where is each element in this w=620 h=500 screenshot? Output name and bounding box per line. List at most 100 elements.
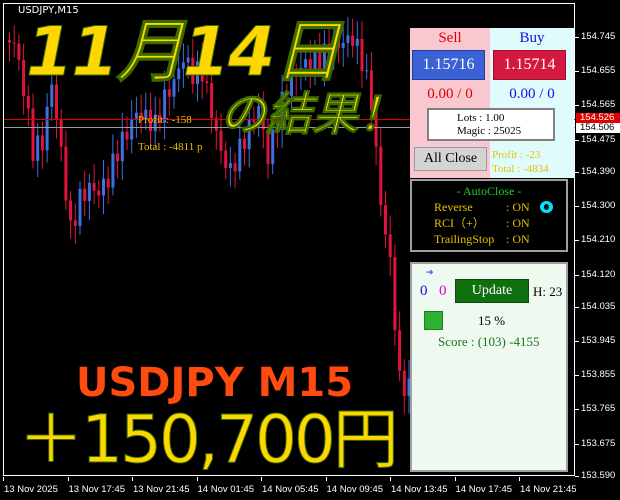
profit-title: ＋150,700円 (18, 401, 400, 478)
bid-line (4, 127, 575, 128)
candle-body (97, 190, 101, 196)
time-tick-label: 14 Nov 21:45 (520, 484, 577, 495)
price-tick (575, 105, 579, 107)
price-tick (575, 475, 579, 477)
price-tick-label: 154.745 (581, 31, 616, 42)
time-tick-label: 14 Nov 05:45 (262, 484, 319, 495)
candle-body (379, 146, 383, 206)
price-tick-label: 154.565 (581, 99, 616, 111)
all-close-button[interactable]: All Close (414, 147, 487, 171)
score-label: Score : (103) -4155 (438, 334, 540, 349)
date-title: 11月14日 (25, 13, 341, 92)
autoclose-row-label: TrailingStop (434, 232, 495, 246)
price-tick (575, 240, 579, 242)
buy-label: Buy (519, 30, 545, 46)
candle-body (167, 89, 171, 97)
price-tick-label: 154.120 (581, 268, 616, 280)
candle-body (341, 42, 345, 48)
candle-body (407, 378, 411, 397)
candle-body (294, 72, 298, 77)
time-tick (261, 477, 262, 481)
candle-body (224, 150, 228, 168)
candle-body (374, 110, 378, 147)
status-square[interactable] (424, 311, 443, 330)
price-tick (575, 171, 579, 173)
candle-body (351, 35, 355, 46)
candle-body (55, 84, 58, 120)
candle-body (125, 131, 129, 140)
candle-body (120, 131, 124, 162)
candle-body (116, 153, 120, 162)
candle-body (153, 114, 157, 132)
candle-body (308, 59, 312, 70)
candle-body (337, 40, 340, 48)
time-tick-label: 14 Nov 13:45 (391, 484, 448, 495)
candle-body (261, 106, 265, 130)
total-label-right: Total : -4834 (492, 163, 549, 175)
price-tick (575, 71, 579, 73)
price-tick (575, 443, 579, 445)
candle-body (22, 59, 26, 97)
percent-label: 15 % (478, 313, 506, 328)
result-title: の結果！ (220, 87, 405, 141)
sell-button[interactable]: 1.15716 (412, 50, 485, 80)
candle-body (257, 106, 261, 123)
candle-body (73, 220, 77, 226)
autoclose-status-icon[interactable] (540, 201, 553, 213)
time-tick-label: 13 Nov 17:45 (68, 484, 126, 495)
candle-body (36, 135, 40, 161)
price-tick-label: 154.300 (581, 200, 616, 212)
price-tick-label: 154.475 (581, 133, 616, 145)
candle-body (290, 72, 293, 96)
autoclose-panel: - AutoClose - Reverse : ON RCI（+） : ON Tra… (410, 179, 568, 252)
ask-line (4, 119, 575, 120)
price-tick-label: 154.655 (581, 65, 616, 77)
sell-label: Sell (438, 30, 462, 46)
update-button[interactable]: Update (455, 279, 529, 303)
price-tick (575, 341, 579, 342)
price-tick-label: 154.210 (581, 234, 616, 246)
profit-label: Profit : -158 (138, 114, 192, 126)
buy-pl: 0.00 / 0 (509, 86, 555, 102)
price-tick (575, 274, 579, 276)
candle-body (243, 138, 246, 150)
candle-body (271, 129, 275, 165)
time-tick (196, 477, 198, 481)
buy-button[interactable]: 1.15714 (493, 50, 566, 80)
candle-body (149, 109, 152, 132)
count-blue: 0 (420, 283, 428, 299)
price-tick-label: 153.675 (581, 437, 616, 449)
candle-body (299, 67, 303, 77)
candle-body (87, 182, 91, 202)
candle-body (200, 61, 204, 82)
trade-panel: Sell Buy 1.15716 1.15714 0.00 / 0 0.00 /… (410, 28, 574, 178)
candle-body (398, 330, 402, 371)
price-tick (575, 409, 579, 411)
candle-body (40, 135, 44, 151)
candle-body (355, 38, 359, 46)
candle-body (158, 114, 162, 123)
time-tick (3, 477, 4, 481)
time-tick (67, 477, 69, 481)
candle-body (402, 370, 406, 397)
candle-body (238, 138, 242, 172)
autoclose-row-value: : ON (506, 232, 530, 246)
bid-price-tag: 154.506 (576, 123, 620, 133)
candle-body (163, 89, 167, 123)
arrow-right-icon: ➔ (426, 268, 434, 278)
candle-body (332, 40, 336, 61)
time-tick-label: 14 Nov 01:45 (197, 484, 255, 495)
candle-body (191, 57, 195, 85)
time-tick (390, 477, 391, 481)
candle-body (92, 182, 96, 191)
candle-body (313, 51, 317, 70)
price-tick-label: 154.390 (581, 165, 616, 177)
chart-area[interactable] (3, 3, 575, 476)
candle-body (365, 70, 369, 72)
price-tick-label: 154.035 (581, 300, 616, 312)
chart-symbol-label: USDJPY,M15 (18, 5, 79, 16)
count-magenta: 0 (439, 283, 447, 299)
autoclose-row-value: : ON (506, 216, 530, 230)
price-tick (575, 306, 579, 308)
candle-body (31, 108, 35, 161)
